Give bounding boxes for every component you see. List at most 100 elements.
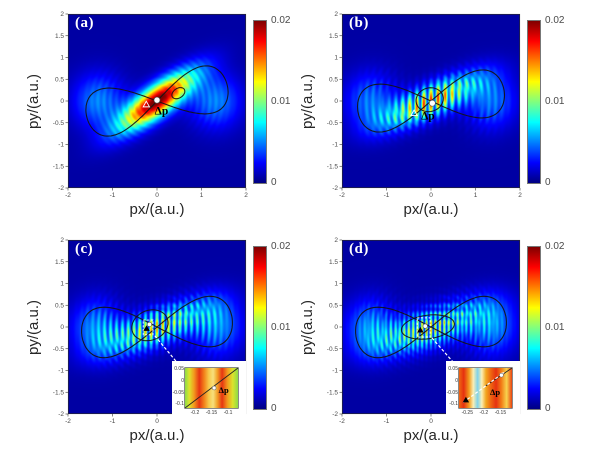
plot-frame [341,13,521,189]
y-tick-label: -0.5 [53,346,65,353]
colorbar [527,20,541,184]
y-tick-label: 1.5 [55,33,64,40]
inset-y-tick-label: -0.1 [449,401,458,408]
inset-contour-line [184,367,239,409]
x-tick-label: 0 [429,192,433,199]
dot-marker [422,323,428,329]
y-tick-label: 1 [334,281,338,288]
dp-annotation: Δp [421,111,435,123]
y-tick-label: -1 [58,142,64,149]
colorbar-tick-label: 0.01 [545,322,565,333]
x-tick-label: -1 [384,418,390,425]
y-axis-label: py/(a.u.) [299,299,317,355]
triangle-marker [417,326,424,333]
y-tick-label: 0.5 [329,76,338,83]
inset-dp-annotation: Δp [490,387,500,397]
x-tick-label: -1 [384,192,390,199]
x-tick-label: 0 [155,192,159,199]
y-axis-label: py/(a.u.) [25,299,43,355]
contour-figure-eight [355,295,507,359]
plot-overlay-a: 2 1.5 1 0.5 0 -0.5 -1 -1.5 -2-2 -1 0 1 2 Δp [53,11,248,199]
plot-frame [67,13,247,189]
x-tick-label: 1 [200,192,204,199]
y-tick-label: 0.5 [55,76,64,83]
y-tick-label: -1 [58,368,64,375]
colorbar-tick-label: 0 [271,177,277,188]
colorbar-tick-label: 0.02 [545,241,565,252]
y-tick-label: 0.5 [55,302,64,309]
colorbar-tick-label: 0.02 [545,15,565,26]
inset-y-tick-label: 0.05 [174,366,184,373]
x-tick-label: -2 [339,418,345,425]
y-tick-label: -0.5 [53,120,65,127]
inset-x-tick-label: -0.2 [190,410,200,416]
colorbar-tick-label: 0 [271,403,277,414]
dot-marker [499,372,504,378]
inset-x-tick-label: -0.2 [479,410,489,416]
y-axis-label-wrap: py/(a.u.) [295,240,321,414]
x-tick-label: -1 [110,418,116,425]
panel-c: 2 1.5 1 0.5 0 -0.5 -1 -1.5 -2 -2 -1 0 (c) py/(a.u.)… [26,237,291,444]
y-tick-label: 1 [60,281,64,288]
inset-y-tick-label: 0.05 [448,366,458,373]
y-tick-label: 2 [334,11,338,18]
contour-inner-loop [171,87,186,100]
dp-annotation: Δp [155,105,169,117]
dot-marker [146,321,152,327]
contour-figure-eight [81,295,233,359]
zoom-inset: 0.05 0 -0.05 -0.1 -0.2 -0.15 -0.1 Δp [172,361,246,421]
y-tick-label: 1.5 [55,259,64,266]
inset-dp-arrow [462,373,503,403]
inset-x-tick-label: -0.25 [461,410,473,416]
y-axis-label-wrap: py/(a.u.) [21,14,47,188]
colorbar [253,246,267,410]
panel-d: 2 1.5 1 0.5 0 -0.5 -1 -1.5 -2 -2 -1 0 (d) py/(a.u.)… [300,237,565,444]
y-tick-label: 2 [60,11,64,18]
triangle-marker [410,109,419,117]
y-tick-label: -2 [58,411,64,418]
x-tick-label: 1 [474,192,478,199]
plot-overlay-b: 2 1.5 1 0.5 0 -0.5 -1 -1.5 -2-2 -1 0 1 2 Δp [327,11,522,199]
colorbar [253,20,267,184]
y-tick-label: -0.5 [327,346,339,353]
y-tick-label: -1.5 [327,389,339,396]
dot-marker [429,99,436,107]
x-axis-label: px/(a.u.) [403,427,459,444]
x-axis-label: px/(a.u.) [129,201,185,218]
y-tick-label: -2 [332,411,338,418]
y-tick-label: -1.5 [53,389,65,396]
inset-y-tick-label: -0.05 [446,389,458,396]
y-tick-label: -1.5 [53,163,65,170]
triangle-marker [143,325,150,331]
inset-y-tick-label: -0.05 [172,389,184,396]
plot-frame [67,239,247,415]
x-tick-label: -2 [339,192,345,199]
colorbar-tick-label: 0.02 [271,241,291,252]
inset-y-tick-label: 0 [181,377,184,384]
y-axis-label-wrap: py/(a.u.) [295,14,321,188]
x-tick-label: -1 [110,192,116,199]
zoom-inset: 0.05 0 -0.05 -0.1 -0.25 -0.2 -0.15 Δp [446,361,520,421]
colorbar-tick-label: 0.01 [545,96,565,107]
x-axis-label: px/(a.u.) [403,201,459,218]
colorbar-tick-label: 0 [545,403,551,414]
y-tick-label: -1.5 [327,163,339,170]
x-tick-label: -2 [65,418,71,425]
y-tick-label: -1 [332,368,338,375]
panel-letter-d: (d) [349,241,369,257]
inset-overlay: Δp [462,367,513,403]
contour-inner-loop [131,309,169,342]
y-axis-label: py/(a.u.) [299,73,317,129]
inset-x-tick-label: -0.15 [205,410,218,416]
contour-inner-loop [400,314,455,340]
dot-marker [153,96,161,104]
y-axis-label-wrap: py/(a.u.) [21,240,47,414]
dot-marker [211,385,217,391]
y-tick-label: 0 [60,98,64,105]
panel-b: 2 1.5 1 0.5 0 -0.5 -1 -1.5 -2 -2 -1 0 1 2 Δp (b) py/(a… [300,11,565,218]
colorbar [527,246,541,410]
triangle-marker [142,100,151,108]
colorbar-tick-label: 0.01 [271,96,291,107]
x-tick-label: 0 [429,418,433,425]
